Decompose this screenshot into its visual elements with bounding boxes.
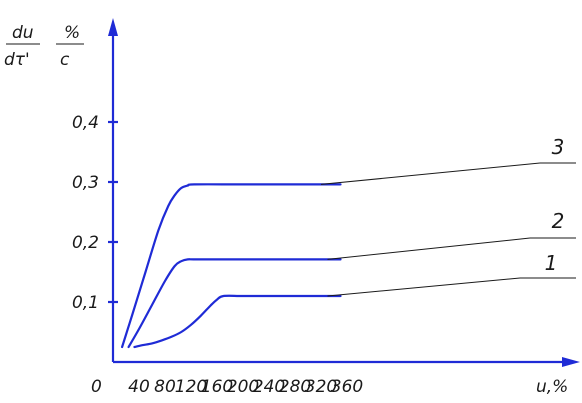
- y-label-num1: du: [12, 23, 34, 43]
- y-label-den2: c: [60, 50, 70, 70]
- y-label-den1: dτ': [4, 50, 30, 70]
- x-tick-label: 160: [201, 377, 233, 397]
- y-label-num2: %: [64, 23, 80, 43]
- x-axis-arrow: [562, 357, 580, 367]
- x-tick-label: 240: [253, 377, 285, 397]
- y-axis-arrow: [108, 18, 118, 36]
- x-tick-label: 200: [227, 377, 259, 397]
- x-tick-label: 360: [331, 377, 363, 397]
- x-tick-label: 40: [128, 377, 150, 397]
- y-tick-label: 0,4: [72, 113, 99, 133]
- leader-line-2: [327, 237, 531, 260]
- y-ticks: 0,1 0,2 0,3 0,4: [72, 113, 118, 313]
- x-tick-label: 280: [279, 377, 311, 397]
- curves: [121, 183, 342, 349]
- leader-line-3: [320, 162, 541, 185]
- series-label-3: 3: [552, 135, 565, 159]
- y-tick-label: 0,1: [72, 293, 99, 313]
- series-line-3: [121, 183, 342, 349]
- leader-line-1: [327, 277, 521, 297]
- x-tick-label: 320: [305, 377, 337, 397]
- leaders: 1 2 3: [320, 135, 576, 297]
- y-tick-label: 0,3: [72, 173, 99, 193]
- series-line-2: [127, 258, 342, 349]
- series-label-1: 1: [545, 251, 558, 275]
- x-tick-label: 80: [154, 377, 176, 397]
- x-tick-label: 120: [175, 377, 207, 397]
- x-origin-label: 0: [91, 377, 102, 397]
- series-line-1: [133, 294, 342, 349]
- x-axis-label: u,%: [536, 377, 568, 397]
- axes: [108, 18, 580, 367]
- y-axis-label: du dτ' % c: [4, 23, 84, 70]
- series-label-2: 2: [552, 209, 565, 233]
- y-tick-label: 0,2: [72, 233, 99, 253]
